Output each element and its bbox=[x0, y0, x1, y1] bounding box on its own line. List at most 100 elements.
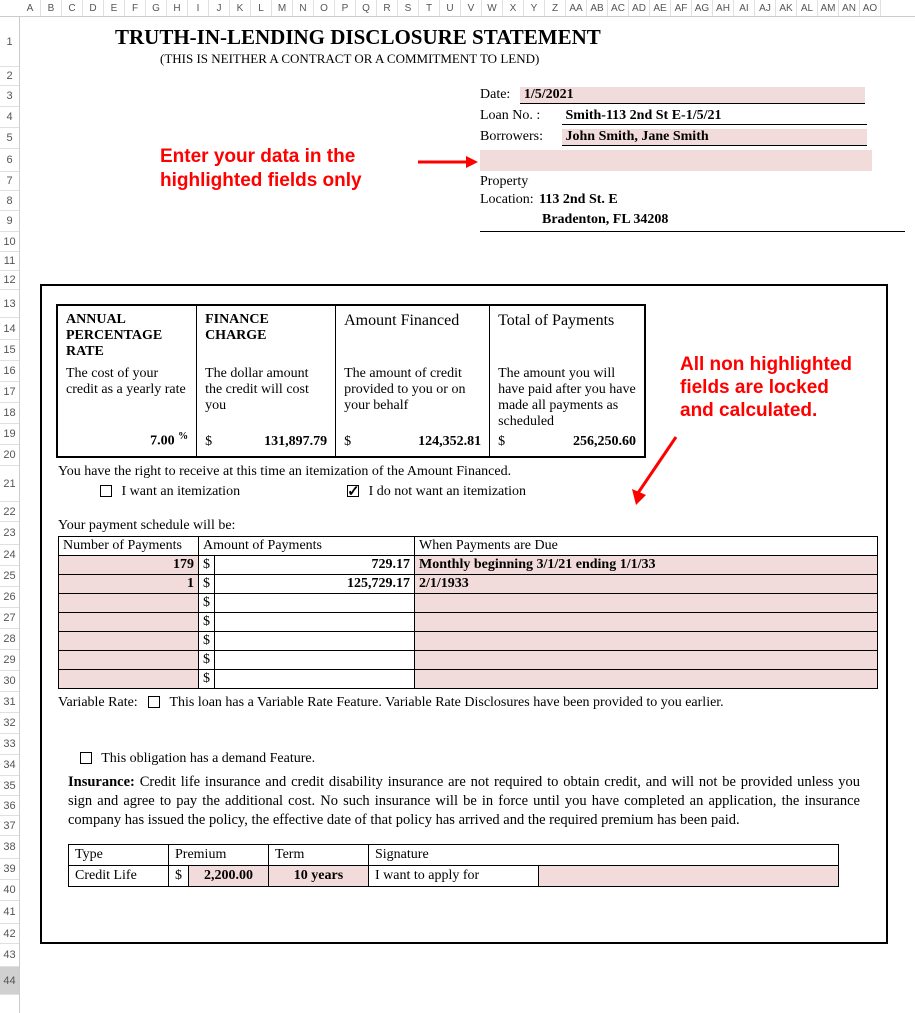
row-header[interactable]: 4 bbox=[0, 107, 19, 128]
row-header[interactable]: 13 bbox=[0, 290, 19, 318]
column-header[interactable]: AA bbox=[566, 0, 587, 16]
column-header[interactable]: X bbox=[503, 0, 524, 16]
row-header[interactable]: 36 bbox=[0, 796, 19, 816]
row-header[interactable]: 38 bbox=[0, 836, 19, 859]
row-header[interactable]: 39 bbox=[0, 859, 19, 880]
column-header[interactable]: J bbox=[209, 0, 230, 16]
checkbox-demand-feature[interactable] bbox=[80, 752, 92, 764]
column-header[interactable]: AN bbox=[839, 0, 860, 16]
row-header[interactable]: 32 bbox=[0, 713, 19, 734]
checkbox-variable-rate[interactable] bbox=[148, 696, 160, 708]
row-header[interactable]: 31 bbox=[0, 692, 19, 713]
row-header[interactable]: 41 bbox=[0, 901, 19, 924]
sched-when-cell[interactable] bbox=[415, 632, 878, 651]
column-header[interactable]: W bbox=[482, 0, 503, 16]
row-header[interactable]: 30 bbox=[0, 671, 19, 692]
row-header[interactable]: 2 bbox=[0, 67, 19, 86]
column-header[interactable]: D bbox=[83, 0, 104, 16]
row-header[interactable]: 5 bbox=[0, 128, 19, 149]
sched-num-cell[interactable]: 179 bbox=[59, 556, 199, 575]
row-header[interactable]: 43 bbox=[0, 944, 19, 967]
row-header[interactable]: 21 bbox=[0, 466, 19, 502]
row-header[interactable]: 17 bbox=[0, 382, 19, 403]
ins-r1-premium[interactable]: 2,200.00 bbox=[189, 866, 269, 887]
column-header[interactable]: AJ bbox=[755, 0, 776, 16]
column-header[interactable]: Q bbox=[356, 0, 377, 16]
sched-when-cell[interactable]: Monthly beginning 3/1/21 ending 1/1/33 bbox=[415, 556, 878, 575]
row-header[interactable]: 33 bbox=[0, 734, 19, 755]
sched-num-cell[interactable] bbox=[59, 613, 199, 632]
row-header[interactable]: 28 bbox=[0, 629, 19, 650]
row-header[interactable]: 11 bbox=[0, 252, 19, 271]
column-header[interactable]: O bbox=[314, 0, 335, 16]
sched-num-cell[interactable] bbox=[59, 651, 199, 670]
date-value[interactable]: 1/5/2021 bbox=[520, 87, 865, 104]
row-header[interactable]: 18 bbox=[0, 403, 19, 424]
column-header[interactable]: AC bbox=[608, 0, 629, 16]
sched-num-cell[interactable] bbox=[59, 670, 199, 689]
row-header[interactable]: 40 bbox=[0, 880, 19, 901]
column-header[interactable]: AM bbox=[818, 0, 839, 16]
row-header[interactable]: 6 bbox=[0, 149, 19, 172]
sched-when-cell[interactable] bbox=[415, 651, 878, 670]
column-header[interactable]: AL bbox=[797, 0, 818, 16]
column-header[interactable]: AF bbox=[671, 0, 692, 16]
column-header[interactable]: V bbox=[461, 0, 482, 16]
row-header[interactable]: 9 bbox=[0, 211, 19, 232]
row-header[interactable]: 22 bbox=[0, 502, 19, 522]
column-header[interactable]: L bbox=[251, 0, 272, 16]
column-header[interactable]: I bbox=[188, 0, 209, 16]
row-header[interactable]: 34 bbox=[0, 755, 19, 776]
sched-num-cell[interactable] bbox=[59, 594, 199, 613]
row-header[interactable]: 12 bbox=[0, 271, 19, 290]
column-header[interactable]: E bbox=[104, 0, 125, 16]
ins-r1-sig-field[interactable] bbox=[539, 866, 839, 887]
row-header[interactable]: 7 bbox=[0, 172, 19, 191]
row-header[interactable]: 20 bbox=[0, 445, 19, 466]
row-header[interactable]: 15 bbox=[0, 340, 19, 361]
column-header[interactable]: AK bbox=[776, 0, 797, 16]
column-header[interactable]: A bbox=[20, 0, 41, 16]
column-header[interactable]: Z bbox=[545, 0, 566, 16]
row-header[interactable]: 25 bbox=[0, 566, 19, 587]
column-header[interactable]: S bbox=[398, 0, 419, 16]
column-header[interactable]: AE bbox=[650, 0, 671, 16]
row-header[interactable]: 35 bbox=[0, 776, 19, 796]
row-header[interactable]: 24 bbox=[0, 545, 19, 566]
column-header[interactable]: AO bbox=[860, 0, 881, 16]
column-header[interactable]: R bbox=[377, 0, 398, 16]
row-header[interactable]: 44 bbox=[0, 967, 19, 995]
row-header[interactable]: 42 bbox=[0, 924, 19, 944]
sched-when-cell[interactable] bbox=[415, 594, 878, 613]
column-header[interactable]: AD bbox=[629, 0, 650, 16]
checkbox-no-itemization[interactable] bbox=[347, 485, 359, 497]
column-header[interactable]: N bbox=[293, 0, 314, 16]
column-header[interactable]: G bbox=[146, 0, 167, 16]
column-header[interactable]: C bbox=[62, 0, 83, 16]
sched-when-cell[interactable] bbox=[415, 613, 878, 632]
column-header[interactable]: T bbox=[419, 0, 440, 16]
column-header[interactable]: U bbox=[440, 0, 461, 16]
row-header[interactable]: 23 bbox=[0, 522, 19, 545]
column-header[interactable]: AG bbox=[692, 0, 713, 16]
column-header[interactable]: AH bbox=[713, 0, 734, 16]
row-header[interactable]: 8 bbox=[0, 191, 19, 211]
column-header[interactable]: Y bbox=[524, 0, 545, 16]
sched-when-cell[interactable]: 2/1/1933 bbox=[415, 575, 878, 594]
row-header[interactable]: 1 bbox=[0, 17, 19, 67]
column-header[interactable]: P bbox=[335, 0, 356, 16]
row-header[interactable]: 3 bbox=[0, 86, 19, 107]
column-header[interactable]: AI bbox=[734, 0, 755, 16]
sched-when-cell[interactable] bbox=[415, 670, 878, 689]
column-header[interactable]: K bbox=[230, 0, 251, 16]
ins-r1-term[interactable]: 10 years bbox=[269, 866, 369, 887]
row-header[interactable]: 27 bbox=[0, 608, 19, 629]
borrowers-blank-row[interactable] bbox=[480, 150, 872, 171]
sched-num-cell[interactable]: 1 bbox=[59, 575, 199, 594]
column-header[interactable]: M bbox=[272, 0, 293, 16]
row-header[interactable]: 10 bbox=[0, 232, 19, 252]
borrowers-value[interactable]: John Smith, Jane Smith bbox=[562, 129, 867, 146]
row-header[interactable]: 26 bbox=[0, 587, 19, 608]
row-header[interactable]: 16 bbox=[0, 361, 19, 382]
column-header[interactable]: H bbox=[167, 0, 188, 16]
